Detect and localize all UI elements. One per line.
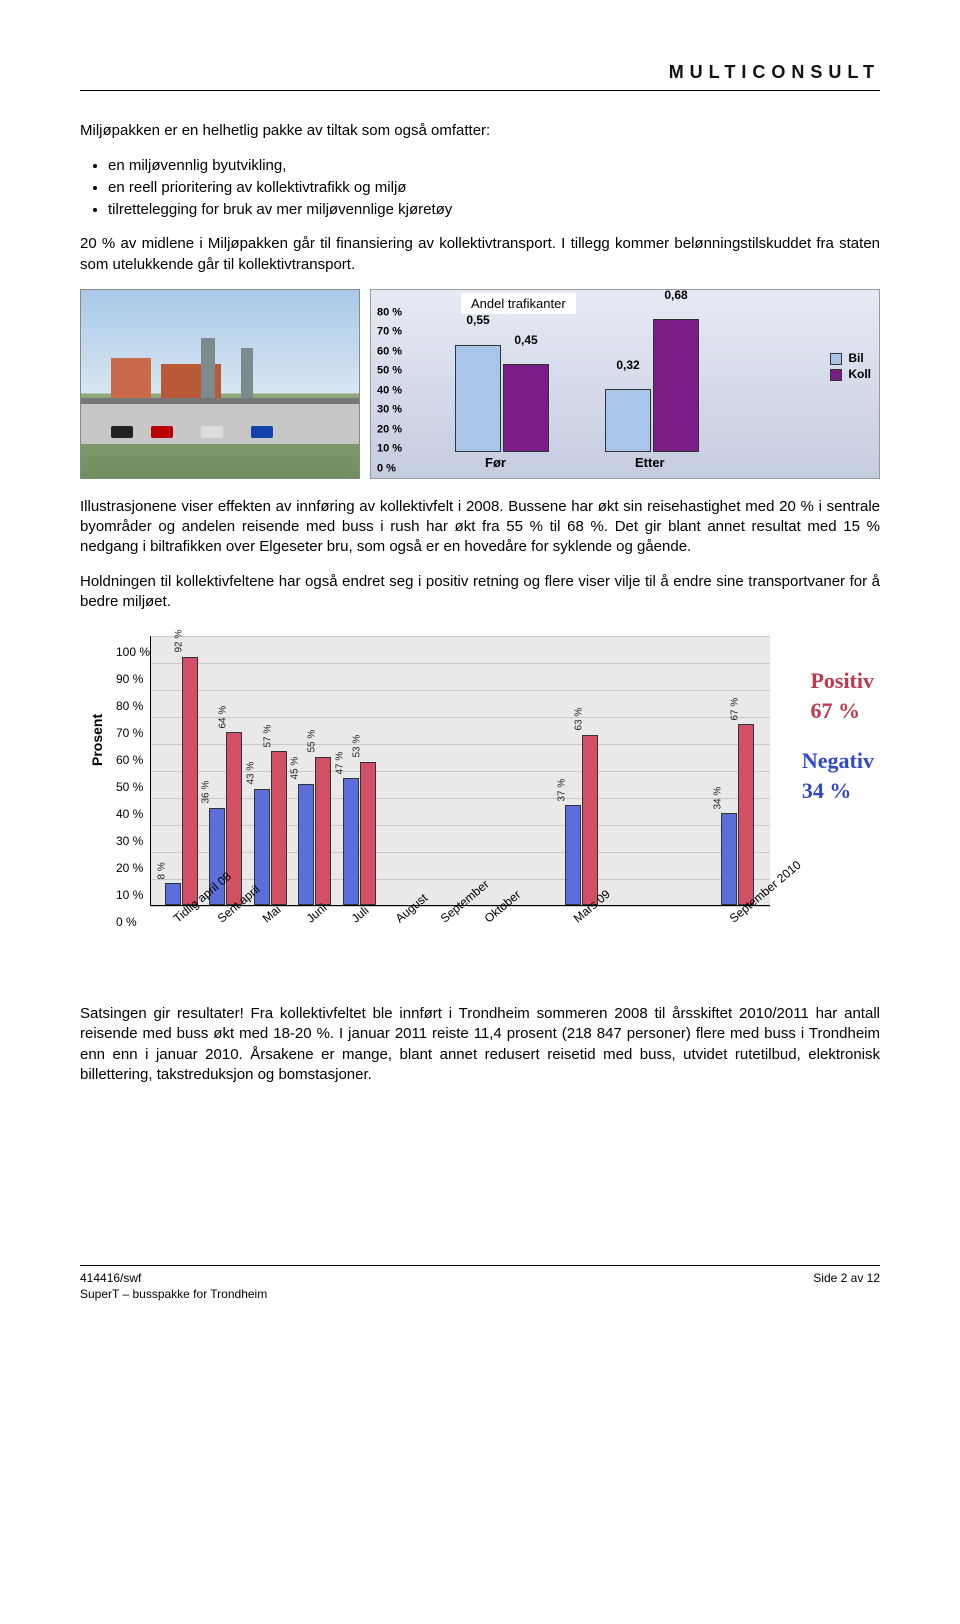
bullet-item: tilrettelegging for bruk av mer miljøven… — [108, 200, 880, 220]
para-4: Satsingen gir resultater! Fra kollektivf… — [80, 1004, 880, 1085]
chart1-ytick: 10 % — [377, 442, 402, 457]
bullet-item: en miljøvennlig byutvikling, — [108, 156, 880, 176]
page-footer: 414416/swf SuperT – busspakke for Trondh… — [80, 1265, 880, 1302]
chart1-legend: BilKoll — [830, 350, 871, 382]
divider — [80, 90, 880, 91]
para4-lead: Satsingen gir resultater! — [80, 1005, 244, 1022]
intro-text: Miljøpakken er en helhetlig pakke av til… — [80, 121, 880, 141]
bullet-item: en reell prioritering av kollektivtrafik… — [108, 178, 880, 198]
bullet-list: en miljøvennlig byutvikling, en reell pr… — [108, 156, 880, 221]
chart2-ytick: 10 % — [116, 887, 143, 903]
chart-andel-trafikanter: Andel trafikanter 0,550,450,320,68 BilKo… — [370, 289, 880, 479]
chart2-callout: Positiv67 % — [810, 666, 874, 725]
chart1-ytick: 70 % — [377, 325, 402, 340]
chart1-ytick: 0 % — [377, 461, 396, 476]
chart2-ylabel: Prosent — [88, 714, 107, 766]
chart1-ytick: 20 % — [377, 422, 402, 437]
chart2-ytick: 100 % — [116, 644, 150, 660]
figure-row-1: Andel trafikanter 0,550,450,320,68 BilKo… — [80, 289, 880, 479]
chart1-ytick: 50 % — [377, 364, 402, 379]
chart2-ytick: 50 % — [116, 779, 143, 795]
chart2-ytick: 90 % — [116, 671, 143, 687]
chart2-ytick: 40 % — [116, 806, 143, 822]
chart1-ytick: 80 % — [377, 305, 402, 320]
footer-page: Side 2 av 12 — [813, 1270, 880, 1302]
chart2-ytick: 70 % — [116, 725, 143, 741]
chart2-ytick: 60 % — [116, 752, 143, 768]
chart1-ytick: 40 % — [377, 383, 402, 398]
para-3: Holdningen til kollektivfeltene har også… — [80, 572, 880, 613]
brand-logo: MULTICONSULT — [80, 60, 880, 84]
footer-ref: 414416/swf — [80, 1270, 267, 1286]
para-2: Illustrasjonene viser effekten av innfør… — [80, 497, 880, 558]
chart2-ytick: 80 % — [116, 698, 143, 714]
photo-bridge — [80, 289, 360, 479]
chart2-ytick: 30 % — [116, 833, 143, 849]
chart-holdning: Prosent 8 %92 %36 %64 %43 %57 %45 %55 %4… — [80, 626, 880, 986]
chart2-ytick: 0 % — [116, 914, 137, 930]
chart1-ytick: 60 % — [377, 344, 402, 359]
chart1-ytick: 30 % — [377, 403, 402, 418]
footer-title: SuperT – busspakke for Trondheim — [80, 1286, 267, 1302]
chart2-callout: Negativ34 % — [802, 746, 874, 805]
para-after-bullets: 20 % av midlene i Miljøpakken går til fi… — [80, 234, 880, 275]
chart2-ytick: 20 % — [116, 860, 143, 876]
